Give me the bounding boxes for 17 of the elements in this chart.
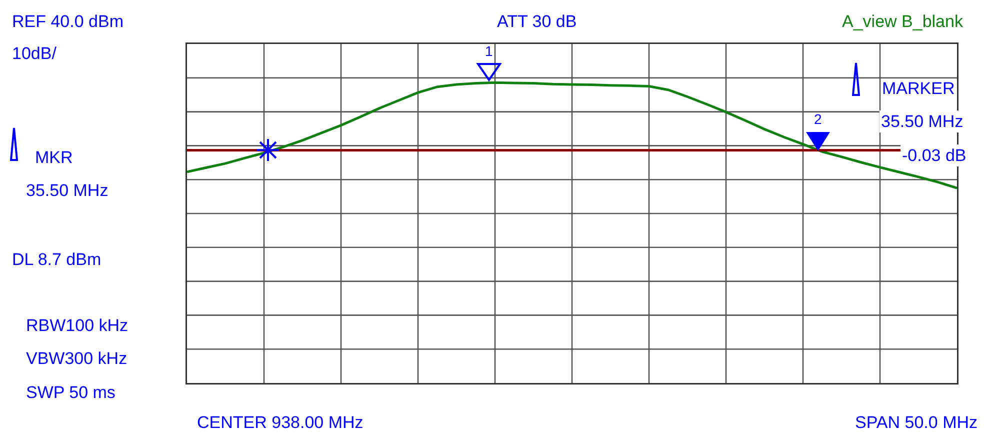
- text: DL 8.7 dBm: [12, 250, 102, 269]
- text: A_view B_blank: [842, 12, 964, 31]
- annotation: 35.50 MHz: [881, 112, 964, 131]
- text: SWP 50 ms: [26, 383, 116, 402]
- text: REF 40.0 dBm: [12, 12, 124, 31]
- text: ATT 30 dB: [497, 12, 577, 31]
- text: RBW100 kHz: [26, 316, 128, 335]
- annotation: 2: [814, 111, 822, 127]
- annotation: -0.03 dB: [902, 146, 966, 165]
- text: CENTER 938.00 MHz: [197, 413, 364, 432]
- text: 10dB/: [12, 44, 57, 63]
- text: VBW300 kHz: [26, 349, 128, 368]
- text: MKR: [35, 148, 73, 167]
- text: 35.50 MHz: [26, 181, 108, 200]
- text: 1: [485, 43, 493, 59]
- text: SPAN 50.0 MHz: [855, 413, 978, 432]
- annotation: MARKER: [882, 79, 955, 98]
